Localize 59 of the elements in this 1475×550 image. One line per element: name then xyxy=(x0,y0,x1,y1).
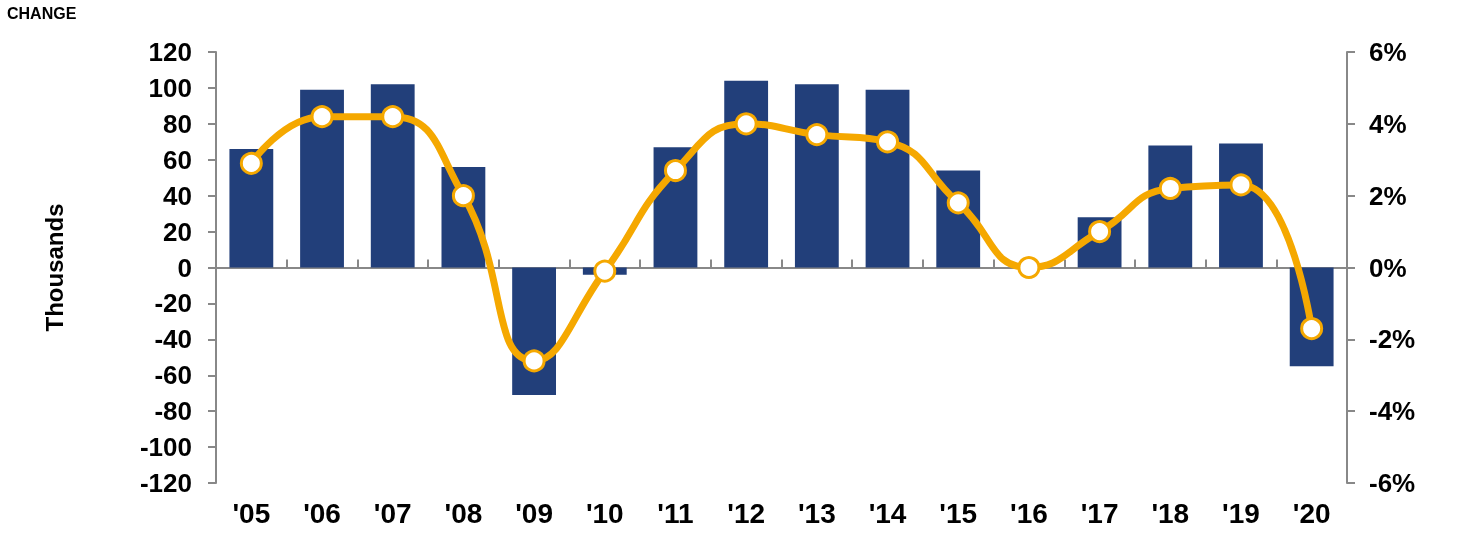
point xyxy=(239,151,263,175)
x-tick-label: '19 xyxy=(1222,497,1260,529)
bar xyxy=(300,89,344,268)
x-tick-label: '16 xyxy=(1010,497,1048,529)
text: CHANGE xyxy=(7,4,77,22)
y-tick-label: -80 xyxy=(154,396,192,427)
x-tick-label: '10 xyxy=(585,497,624,529)
x-tick-label: '20 xyxy=(1292,497,1331,529)
point xyxy=(946,191,970,215)
bar xyxy=(370,84,415,268)
x-tick-label: '17 xyxy=(1080,497,1119,529)
x-tick-label: '11 xyxy=(657,497,694,529)
y2-tick-label: 0% xyxy=(1369,252,1407,283)
y-tick-label: 120 xyxy=(148,37,192,67)
y2-tick-label: 2% xyxy=(1369,180,1407,211)
point xyxy=(1300,317,1324,341)
y-tick-label: 40 xyxy=(163,180,192,211)
bar xyxy=(794,84,839,268)
y-tick-label: 60 xyxy=(163,144,192,175)
y-tick-label: 80 xyxy=(163,108,192,139)
bar xyxy=(229,148,274,268)
y2-tick-label: 6% xyxy=(1369,37,1407,67)
y2-tick-label: -6% xyxy=(1369,468,1416,498)
x-tick-label: '13 xyxy=(797,497,836,529)
point xyxy=(876,130,900,154)
point xyxy=(522,349,546,373)
x-tick-label: '06 xyxy=(303,497,341,529)
bar xyxy=(865,89,910,268)
point xyxy=(310,105,334,129)
y-tick-label: 20 xyxy=(163,216,192,247)
x-tick-label: '07 xyxy=(373,497,412,529)
x-tick-label: '14 xyxy=(868,497,907,529)
y-tick-label: -60 xyxy=(154,360,192,391)
y-tick-label: -120 xyxy=(139,468,192,498)
y2-tick-label: -2% xyxy=(1369,324,1416,355)
point xyxy=(593,259,617,283)
x-tick-label: '15 xyxy=(939,497,978,529)
point xyxy=(734,112,758,136)
point xyxy=(805,123,829,147)
x-tick-label: '18 xyxy=(1151,497,1190,529)
point xyxy=(1158,176,1182,200)
point xyxy=(1017,256,1041,279)
point xyxy=(381,105,405,129)
x-tick-label: '08 xyxy=(444,497,483,529)
x-tick-label: '09 xyxy=(515,497,553,529)
y-axis-title: Thousands xyxy=(40,203,68,332)
point xyxy=(451,184,475,208)
y2-tick-label: 4% xyxy=(1369,108,1407,139)
point xyxy=(1229,173,1253,197)
y2-tick-label: -4% xyxy=(1369,396,1416,427)
x-tick-label: '12 xyxy=(727,497,766,529)
y-tick-label: 0 xyxy=(177,252,192,283)
x-tick-label: '05 xyxy=(232,497,271,529)
y-tick-label: 100 xyxy=(148,72,192,103)
bar xyxy=(724,80,769,268)
y-tick-label: -100 xyxy=(139,432,192,463)
point xyxy=(663,159,687,183)
y-tick-label: -40 xyxy=(154,324,192,355)
y-tick-label: -20 xyxy=(154,288,192,319)
